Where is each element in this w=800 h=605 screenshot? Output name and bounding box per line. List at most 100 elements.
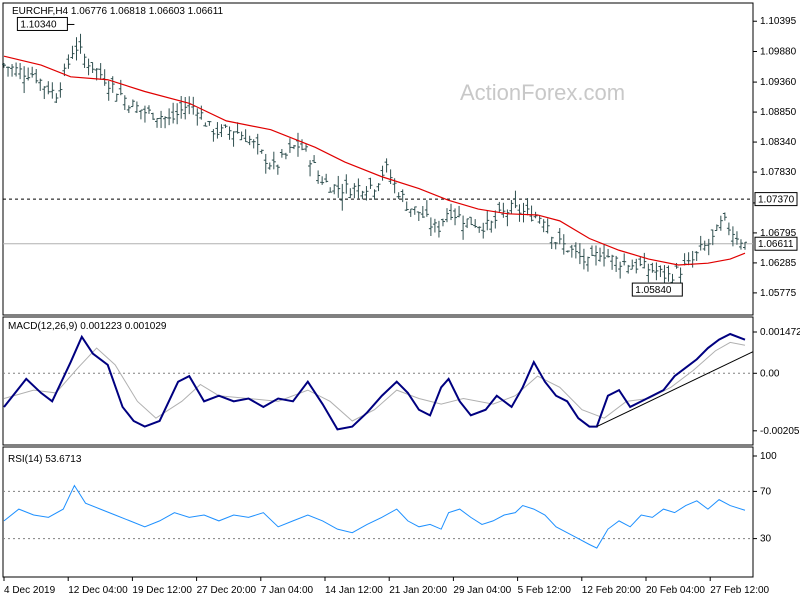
price-bar <box>151 112 156 120</box>
price-bar <box>235 122 240 134</box>
price-y-tick-label: 1.06285 <box>760 258 797 269</box>
current-price-tag-box <box>754 236 798 251</box>
low-label: 1.05840 <box>635 285 672 296</box>
time-axis-label: 29 Jan 04:00 <box>453 585 511 596</box>
price-bar <box>424 200 429 217</box>
price-y-tick-label: 1.08340 <box>760 137 797 148</box>
price-bar <box>223 124 228 128</box>
time-axis-label: 27 Dec 20:00 <box>197 585 257 596</box>
price-bar <box>34 68 39 84</box>
price-bar <box>247 135 252 146</box>
macd-panel-frame <box>2 316 754 446</box>
price-bar <box>634 258 639 274</box>
price-bar <box>328 187 333 193</box>
price-bar <box>255 133 260 155</box>
high-label: 1.10340 <box>20 19 57 30</box>
price-bar <box>686 252 691 266</box>
price-bar <box>706 238 711 256</box>
price-y-axis: 1.10395 1.09880 1.09360 1.08850 1.08340 1.078… <box>753 16 797 299</box>
price-y-tick-label: 1.07830 <box>760 167 797 178</box>
price-bar <box>42 86 47 100</box>
price-bar <box>561 234 566 255</box>
price-bar <box>573 242 578 259</box>
watermark: ActionForex.com <box>460 80 625 105</box>
time-axis-label: 7 Jan 04:00 <box>261 585 314 596</box>
time-axis-label: 4 Dec 2019 <box>4 585 56 596</box>
price-bar <box>602 244 607 267</box>
price-bar <box>698 235 703 251</box>
price-bar <box>195 108 200 126</box>
price-bar <box>726 222 731 236</box>
price-bar <box>78 33 83 54</box>
price-bar <box>30 66 35 78</box>
price-bar <box>678 267 683 285</box>
price-bar <box>630 259 635 270</box>
price-bar <box>485 211 490 231</box>
price-bar <box>710 229 715 246</box>
price-bar <box>122 95 127 110</box>
price-bar <box>509 200 514 215</box>
price-bar <box>453 208 458 226</box>
resistance-tag: 1.07370 <box>754 192 798 207</box>
price-bar <box>102 69 107 86</box>
price-bar <box>130 99 135 108</box>
price-bar <box>364 186 369 201</box>
price-y-tick-label: 1.05775 <box>760 288 797 299</box>
price-bar <box>408 208 413 217</box>
price-bar <box>626 264 631 274</box>
price-bar <box>642 252 647 269</box>
price-bar <box>26 67 31 81</box>
price-bar <box>134 101 139 114</box>
rsi-y-tick-label: 70 <box>760 486 772 497</box>
price-bar <box>541 219 546 233</box>
price-bar <box>501 202 506 218</box>
price-bar <box>291 144 296 150</box>
price-bar <box>432 218 437 233</box>
price-bar <box>126 105 131 114</box>
price-bar <box>267 162 272 170</box>
price-bar <box>199 105 204 120</box>
price-bar <box>312 155 317 164</box>
price-bar <box>219 124 224 138</box>
macd-line <box>3 332 746 431</box>
price-bar <box>469 216 474 226</box>
price-bar <box>440 218 445 227</box>
price-bar <box>50 82 55 99</box>
price-bar <box>231 131 236 147</box>
price-bar <box>404 201 409 211</box>
price-bar <box>593 245 598 266</box>
price-bar <box>215 122 220 139</box>
price-bar <box>553 242 558 250</box>
time-axis-label: 12 Dec 04:00 <box>68 585 128 596</box>
price-bar <box>348 188 353 199</box>
price-bar <box>674 262 679 269</box>
price-bar <box>14 62 19 77</box>
price-bar <box>38 78 43 91</box>
price-bar <box>146 105 151 114</box>
price-y-tick-label: 1.09880 <box>760 47 797 58</box>
price-bar <box>489 220 494 233</box>
price-panel: EURCHF,H4 1.06776 1.06818 1.06603 1.0661… <box>2 2 798 316</box>
price-bar <box>82 53 87 68</box>
moving-average-line <box>3 55 746 266</box>
price-bar <box>473 219 478 228</box>
price-bar <box>203 122 208 127</box>
price-bar <box>344 174 349 194</box>
price-bar <box>465 218 470 229</box>
price-bar <box>22 66 27 94</box>
price-bar <box>243 129 248 143</box>
price-bar <box>638 256 643 267</box>
price-bar <box>239 131 244 141</box>
current-price-tag-label: 1.06611 <box>758 239 794 250</box>
resistance-tag-box <box>754 192 798 207</box>
price-bar <box>271 151 276 170</box>
price-bar <box>702 240 707 251</box>
price-bar <box>142 105 147 123</box>
macd-panel: MACD(12,26,9) 0.001223 0.001029 0.001472… <box>2 316 800 446</box>
price-bar <box>275 164 280 175</box>
price-bar <box>722 212 727 221</box>
macd-y-tick-label: 0.00 <box>760 368 780 379</box>
rsi-title: RSI(14) 53.6713 <box>8 454 82 465</box>
price-bar <box>171 102 176 124</box>
price-bar <box>304 144 309 152</box>
